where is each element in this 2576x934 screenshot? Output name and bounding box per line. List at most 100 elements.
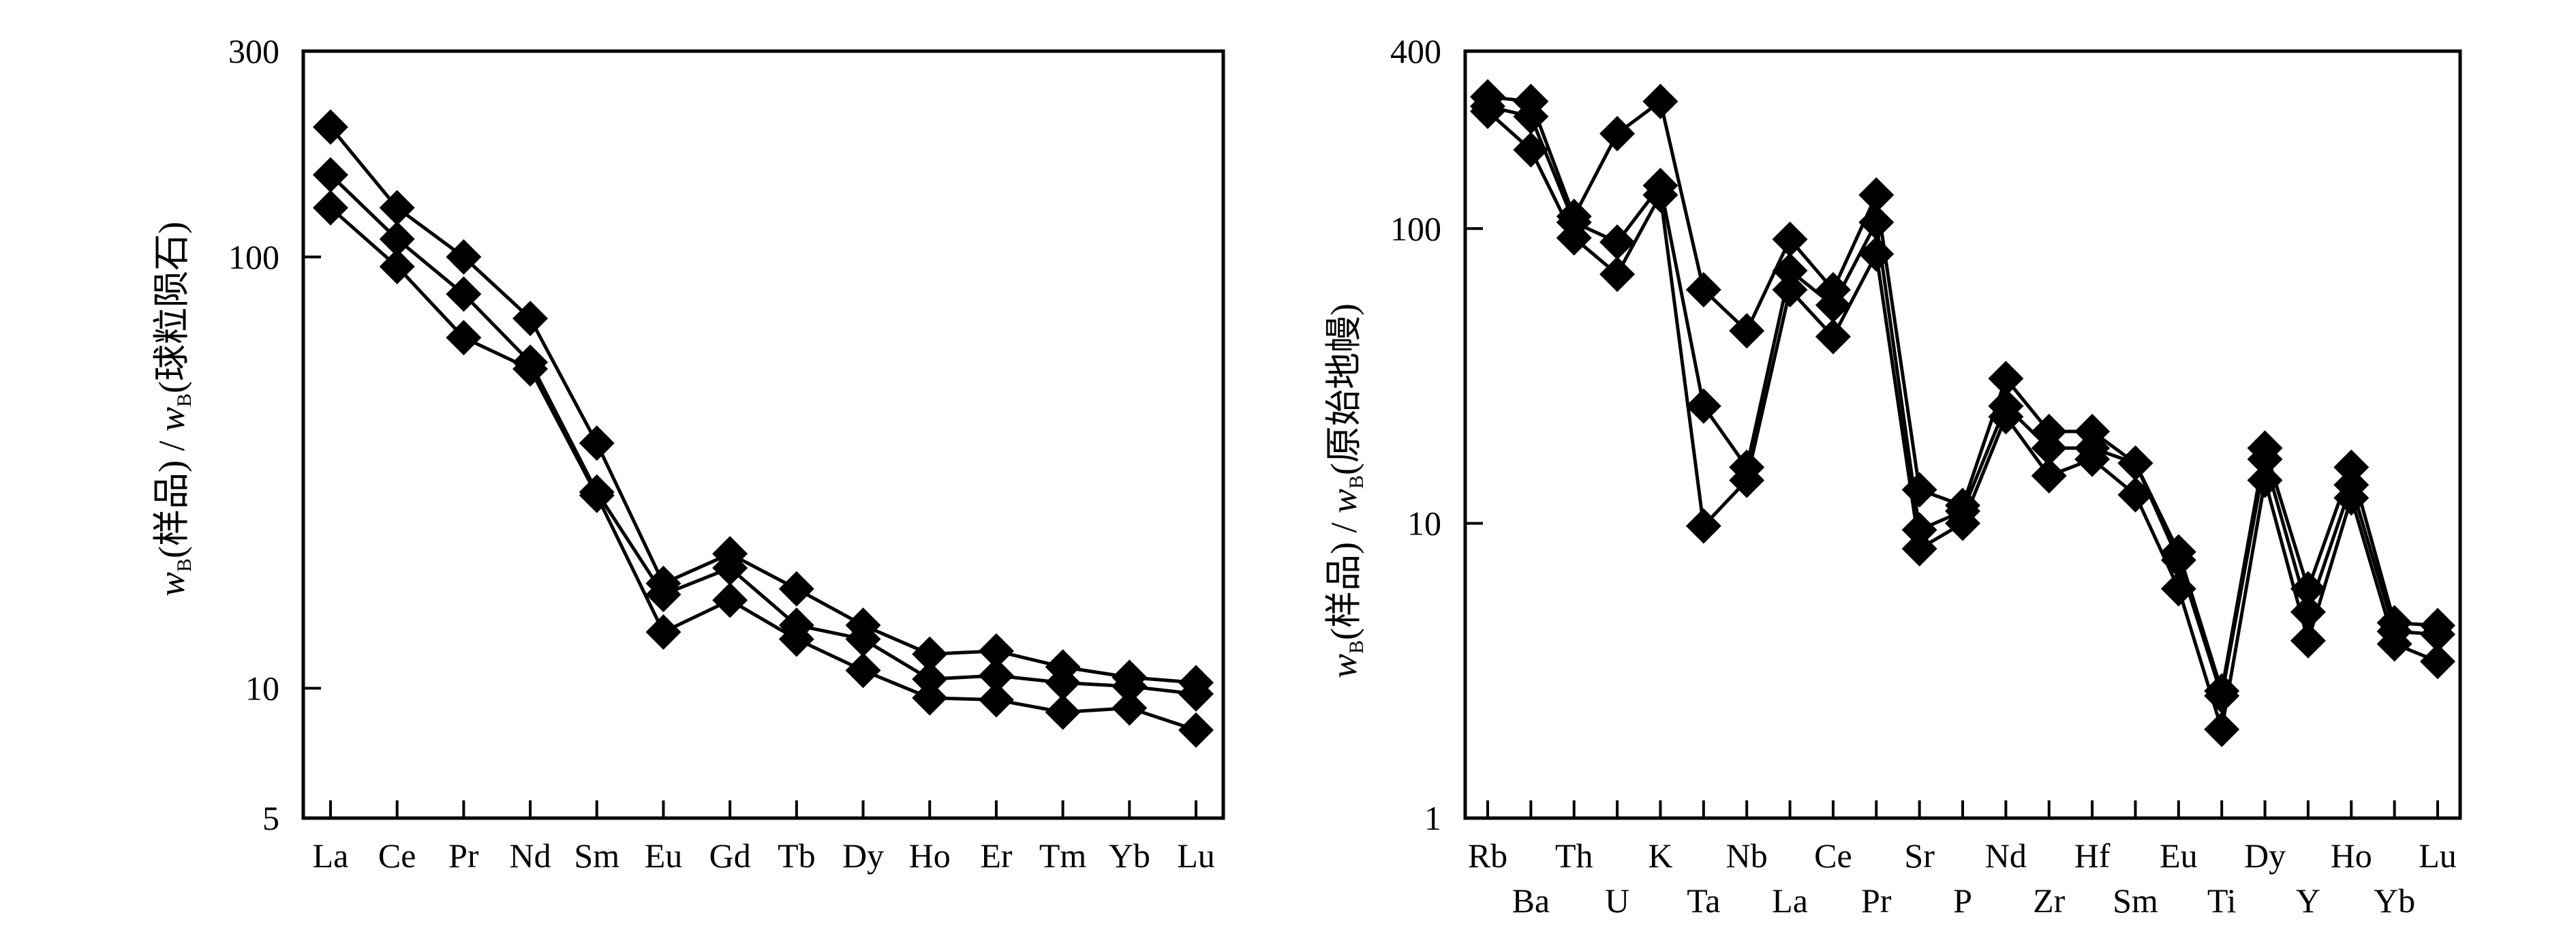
data-point-sample-1 xyxy=(512,301,549,337)
data-point-sample-1 xyxy=(912,636,948,672)
data-point-sample-2 xyxy=(2204,678,2240,714)
y-axis-title-part: B xyxy=(173,558,196,572)
data-point-sample-2 xyxy=(2160,542,2196,578)
y-axis-title-part: w xyxy=(1323,489,1364,513)
data-point-sample-3 xyxy=(2290,622,2326,659)
x-category-label: Yb xyxy=(1109,837,1150,875)
y-axis-title-part: (原始地幔) xyxy=(1323,303,1364,475)
data-point-sample-3 xyxy=(1815,318,1851,355)
x-category-label: U xyxy=(1605,882,1629,920)
x-category-label: Th xyxy=(1555,837,1593,875)
data-point-sample-3 xyxy=(1729,462,1765,498)
y-axis-right: 1 10 100 400 xyxy=(1390,32,1483,837)
data-point-sample-3 xyxy=(2074,441,2111,477)
x-category-label: Ce xyxy=(378,837,416,875)
data-point-sample-3 xyxy=(1901,530,1937,567)
data-point-sample-2 xyxy=(1178,676,1214,712)
x-category-label: Ho xyxy=(2331,837,2372,875)
data-point-sample-3 xyxy=(2160,571,2196,607)
data-point-sample-3 xyxy=(712,582,748,618)
y-tick-label: 100 xyxy=(1390,209,1441,247)
y-axis-label-left: wB(样品) / wB(球粒陨石) xyxy=(151,222,196,597)
data-point-sample-3 xyxy=(512,351,549,387)
y-axis-title-part: B xyxy=(1345,640,1368,654)
data-point-sample-2 xyxy=(712,550,748,586)
data-point-sample-2 xyxy=(1685,388,1721,424)
x-category-label: Ta xyxy=(1687,882,1720,920)
x-category-label: La xyxy=(313,837,349,875)
y-axis-title: wB(样品) / wB(球粒陨石) xyxy=(151,222,196,597)
data-point-sample-2 xyxy=(379,221,415,257)
data-point-sample-3 xyxy=(579,477,615,513)
data-point-sample-3 xyxy=(2376,626,2412,662)
plot-frame-right xyxy=(1463,49,2462,820)
data-point-sample-2 xyxy=(2117,445,2153,481)
x-category-label: Ce xyxy=(1814,837,1852,875)
data-point-sample-1 xyxy=(978,633,1014,669)
y-axis-title-part: B xyxy=(1345,475,1368,489)
x-category-label: Y xyxy=(2296,882,2320,920)
x-category-label: Yb xyxy=(2374,882,2415,920)
x-category-label: Hf xyxy=(2074,837,2111,875)
data-point-sample-2 xyxy=(2290,594,2326,630)
x-category-label: P xyxy=(1953,882,1972,920)
data-point-sample-3 xyxy=(1988,399,2024,435)
y-tick-label: 100 xyxy=(228,238,279,276)
data-point-sample-3 xyxy=(1642,177,1678,213)
data-point-sample-1 xyxy=(1772,221,1808,257)
x-category-label: Nd xyxy=(1985,837,2027,875)
y-tick-label: 400 xyxy=(1390,32,1441,70)
x-category-label: Lu xyxy=(2419,837,2457,875)
data-point-sample-2 xyxy=(1901,512,1937,548)
data-point-sample-1 xyxy=(313,109,348,145)
data-point-sample-3 xyxy=(2247,462,2283,498)
x-category-label: Sm xyxy=(574,837,619,875)
data-point-sample-3 xyxy=(1685,508,1721,544)
data-point-sample-2 xyxy=(1772,252,1808,288)
data-point-sample-3 xyxy=(1858,236,1895,272)
data-point-sample-3 xyxy=(1599,256,1636,292)
x-category-label: Dy xyxy=(842,837,884,875)
data-point-sample-1 xyxy=(1642,83,1678,119)
x-category-label: Nd xyxy=(510,837,551,875)
chondrite-ree-chart: 5 10 100 300 La Ce Pr Nd Sm Eu Gd Tb Dy Ho Er Tm Yb Lu w… xyxy=(151,32,1225,875)
data-point-sample-3 xyxy=(2031,457,2067,494)
x-category-label: Pr xyxy=(1861,882,1892,920)
x-category-label: Zr xyxy=(2033,882,2066,920)
x-category-label: La xyxy=(1772,882,1808,920)
y-axis-label-right: wB(样品) / wB(原始地幔) xyxy=(1323,303,1368,678)
x-category-label: Eu xyxy=(2160,837,2198,875)
data-point-sample-1 xyxy=(379,190,415,226)
data-point-sample-3 xyxy=(1945,505,1980,541)
data-point-sample-1 xyxy=(1901,472,1937,508)
data-point-sample-1 xyxy=(446,239,482,275)
data-point-sample-2 xyxy=(2247,441,2283,477)
x-category-label: Nb xyxy=(1726,837,1768,875)
data-point-sample-3 xyxy=(1556,220,1592,256)
data-point-sample-3 xyxy=(1111,690,1148,726)
x-category-label: Lu xyxy=(1177,837,1215,875)
data-point-sample-2 xyxy=(1858,205,1895,241)
x-category-label: Rb xyxy=(1468,837,1507,875)
data-point-sample-3 xyxy=(1513,132,1549,168)
y-tick-label: 10 xyxy=(245,669,279,708)
data-point-sample-3 xyxy=(912,680,948,716)
data-point-sample-1 xyxy=(579,425,615,462)
data-point-sample-3 xyxy=(978,682,1014,718)
x-category-label: Er xyxy=(980,837,1013,875)
series-right xyxy=(1470,78,2455,747)
series-line-sample-1 xyxy=(1487,95,2438,693)
data-point-sample-2 xyxy=(313,157,348,193)
data-point-sample-3 xyxy=(379,248,415,284)
y-axis-title-part: w xyxy=(151,572,192,597)
plot-frame-left xyxy=(301,49,1225,820)
y-axis-title-part: (样品) xyxy=(151,460,192,558)
data-point-sample-1 xyxy=(1599,115,1636,151)
data-point-sample-3 xyxy=(1772,272,1808,308)
y-axis-title-part: (样品) xyxy=(1323,542,1364,640)
data-point-sample-1 xyxy=(778,571,814,607)
data-point-sample-2 xyxy=(1045,665,1081,701)
data-point-sample-2 xyxy=(1111,668,1148,704)
data-point-sample-2 xyxy=(2420,616,2455,652)
